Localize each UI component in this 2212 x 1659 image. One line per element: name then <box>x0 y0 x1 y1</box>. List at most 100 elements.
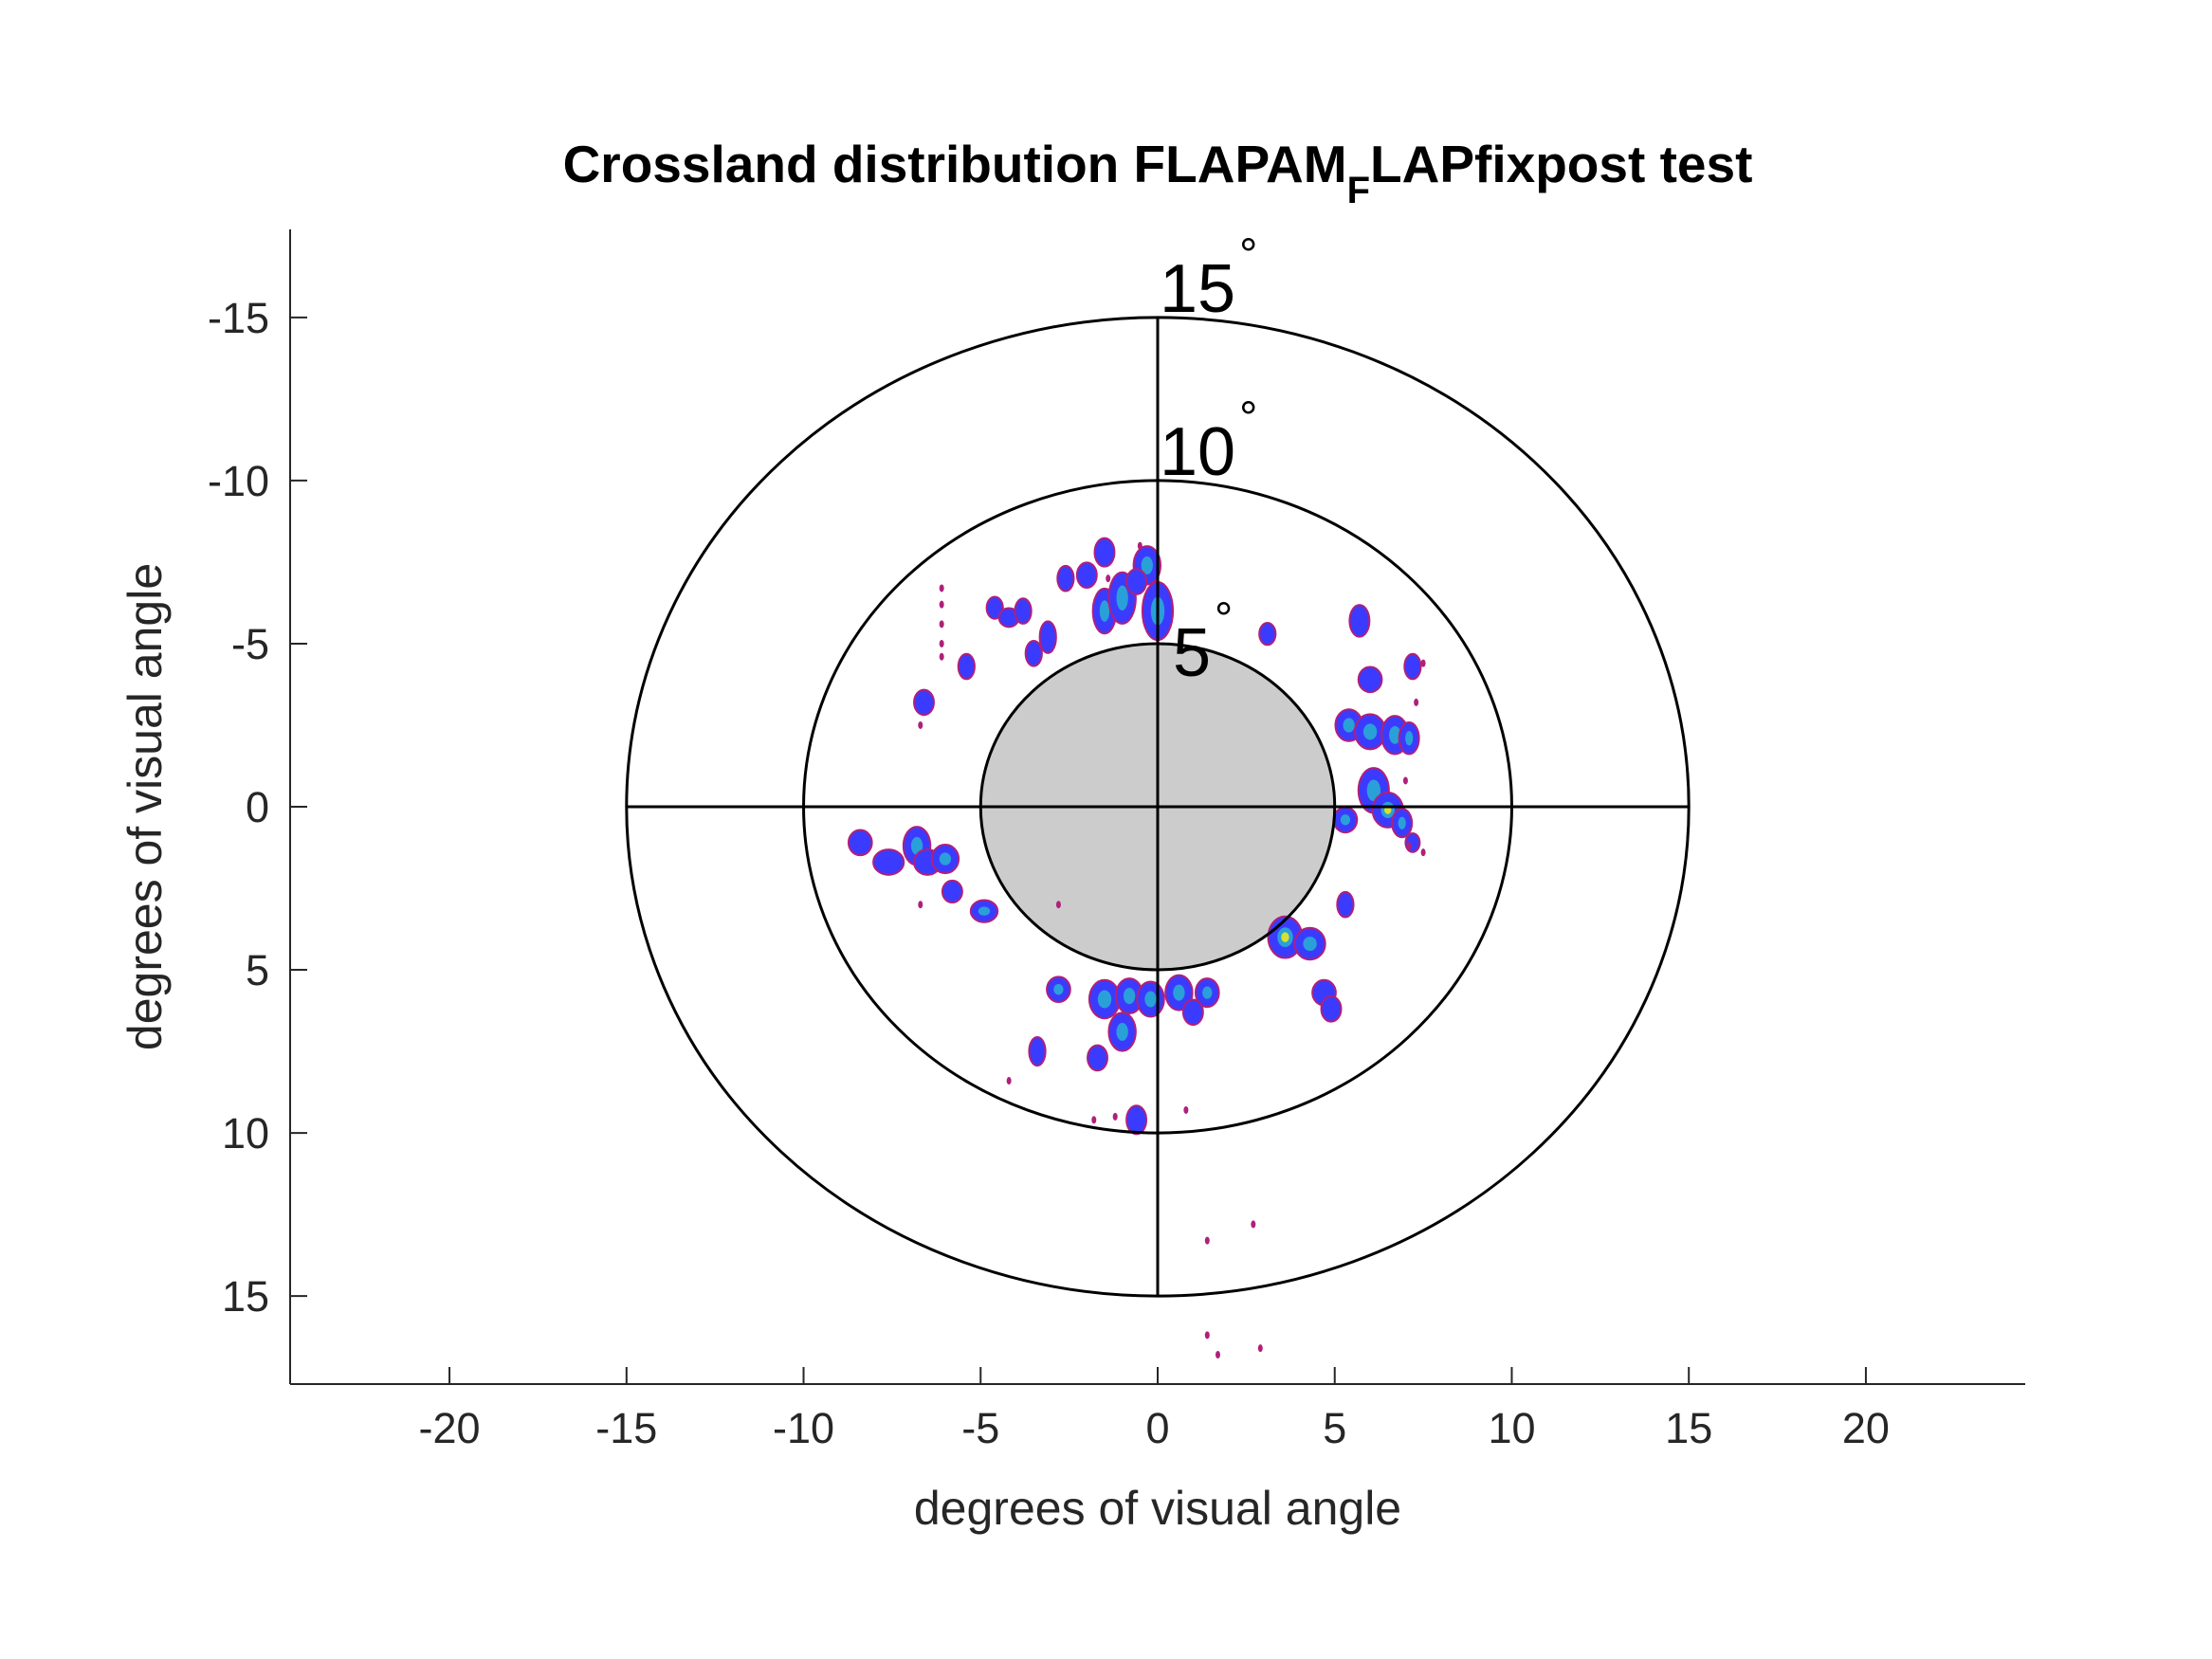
heat-cluster <box>1087 1044 1108 1072</box>
heat-cluster <box>1136 980 1165 1018</box>
x-tick-label: 5 <box>1323 1404 1346 1452</box>
heat-cluster <box>1332 806 1359 834</box>
ring-label-10: 10 <box>1160 414 1235 490</box>
x-tick-label: -15 <box>595 1404 657 1452</box>
heat-cluster-outer <box>1056 564 1075 592</box>
heat-cluster-mid <box>1398 816 1406 830</box>
heat-cluster-mid <box>978 906 991 916</box>
heat-cluster <box>1075 561 1098 590</box>
heat-cluster <box>1125 568 1148 595</box>
heat-speck <box>1414 698 1419 706</box>
heat-cluster <box>913 688 935 717</box>
heat-cluster <box>1028 1036 1047 1067</box>
heat-cluster-outer <box>1181 998 1204 1027</box>
title-subscript: F <box>1347 170 1370 211</box>
heat-cluster-mid <box>939 852 952 866</box>
heat-cluster <box>941 879 963 904</box>
heat-cluster-mid <box>1173 984 1185 1001</box>
heat-cluster-mid <box>910 836 923 855</box>
y-axis-label: degrees of visual angle <box>119 563 172 1050</box>
heat-cluster-outer <box>1014 597 1033 625</box>
heat-cluster <box>985 595 1004 620</box>
heat-cluster-mid <box>1099 600 1110 622</box>
heat-cluster-outer <box>1336 890 1355 919</box>
heat-cluster-outer <box>1357 665 1383 694</box>
y-tick-label: 10 <box>222 1109 269 1158</box>
heat-cluster <box>1357 665 1383 694</box>
heat-speck <box>1257 1344 1263 1353</box>
heat-cluster-core <box>1281 932 1289 942</box>
heat-cluster <box>930 844 960 875</box>
heat-speck <box>1055 901 1061 909</box>
heat-cluster <box>957 652 976 681</box>
heat-cluster-mid <box>1340 814 1351 826</box>
y-tick-label: -15 <box>208 294 269 342</box>
chart-title: Crossland distribution FLAPAMFLAPfixpost… <box>563 135 1753 211</box>
heat-cluster-mid <box>1141 556 1153 574</box>
heat-cluster-mid <box>1116 585 1128 611</box>
heat-cluster-outer <box>1087 1044 1108 1072</box>
heat-cluster <box>1125 1104 1148 1136</box>
heat-cluster <box>847 829 873 857</box>
heat-cluster <box>1336 890 1355 919</box>
heat-cluster <box>1403 652 1422 681</box>
heat-cluster <box>969 899 999 923</box>
heat-cluster <box>1404 831 1421 853</box>
heat-cluster-mid <box>1202 986 1213 999</box>
x-tick-label: -20 <box>419 1404 481 1452</box>
heat-cluster-outer <box>1125 568 1148 595</box>
heat-speck <box>1091 1116 1097 1124</box>
heat-speck <box>1215 1351 1220 1359</box>
heat-cluster-outer <box>1125 1104 1148 1136</box>
heat-cluster <box>1107 1012 1137 1052</box>
heat-cluster-mid <box>1303 936 1317 952</box>
x-tick-label: 15 <box>1665 1404 1712 1452</box>
ring-label-5: 5 <box>1173 615 1211 691</box>
heat-cluster-mid <box>1405 731 1414 746</box>
heat-cluster <box>1093 537 1116 568</box>
heat-cluster <box>1194 977 1220 1009</box>
x-axis-label: degrees of visual angle <box>914 1482 1401 1535</box>
heat-speck <box>1251 1220 1256 1229</box>
x-tick-label: -5 <box>961 1404 999 1452</box>
y-tick-label: 15 <box>222 1272 269 1321</box>
heat-cluster <box>1258 622 1277 647</box>
ring-degree-10: ° <box>1239 393 1257 444</box>
heat-cluster-outer <box>985 595 1004 620</box>
heat-cluster-outer <box>1348 604 1371 638</box>
heat-cluster-outer <box>1038 620 1057 654</box>
heat-cluster-mid <box>1097 990 1112 1009</box>
heat-cluster-outer <box>1403 652 1422 681</box>
heat-speck <box>939 652 944 661</box>
heat-speck <box>1006 1077 1012 1085</box>
title-rest: LAPfixpost test <box>1370 135 1752 193</box>
y-tick-label: -5 <box>231 620 269 668</box>
heat-cluster-outer <box>1404 831 1421 853</box>
heat-cluster-outer <box>1320 995 1343 1023</box>
heat-cluster <box>1320 995 1343 1023</box>
heat-speck <box>1402 776 1408 785</box>
heat-cluster-mid <box>1144 991 1157 1008</box>
heat-cluster <box>1056 564 1075 592</box>
heat-cluster-mid <box>1123 988 1136 1005</box>
heat-cluster <box>1354 713 1387 751</box>
heat-cluster-mid <box>1366 779 1381 802</box>
heat-cluster <box>1038 620 1057 654</box>
heat-cluster <box>1293 926 1326 961</box>
heat-cluster-outer <box>957 652 976 681</box>
heat-cluster-mid <box>1343 718 1355 733</box>
heat-speck <box>918 901 923 909</box>
heat-speck <box>1420 848 1426 857</box>
heat-cluster-outer <box>872 848 905 876</box>
heat-speck <box>1406 842 1412 850</box>
y-tick-label: -10 <box>208 457 269 505</box>
heat-cluster <box>1398 720 1420 756</box>
heat-cluster-outer <box>847 829 873 857</box>
x-tick-label: 20 <box>1842 1404 1890 1452</box>
heat-speck <box>1137 541 1143 550</box>
heat-cluster <box>1046 975 1071 1004</box>
ring-label-15: 15 <box>1160 251 1235 327</box>
heat-cluster <box>872 848 905 876</box>
y-tick-label: 0 <box>246 783 269 831</box>
